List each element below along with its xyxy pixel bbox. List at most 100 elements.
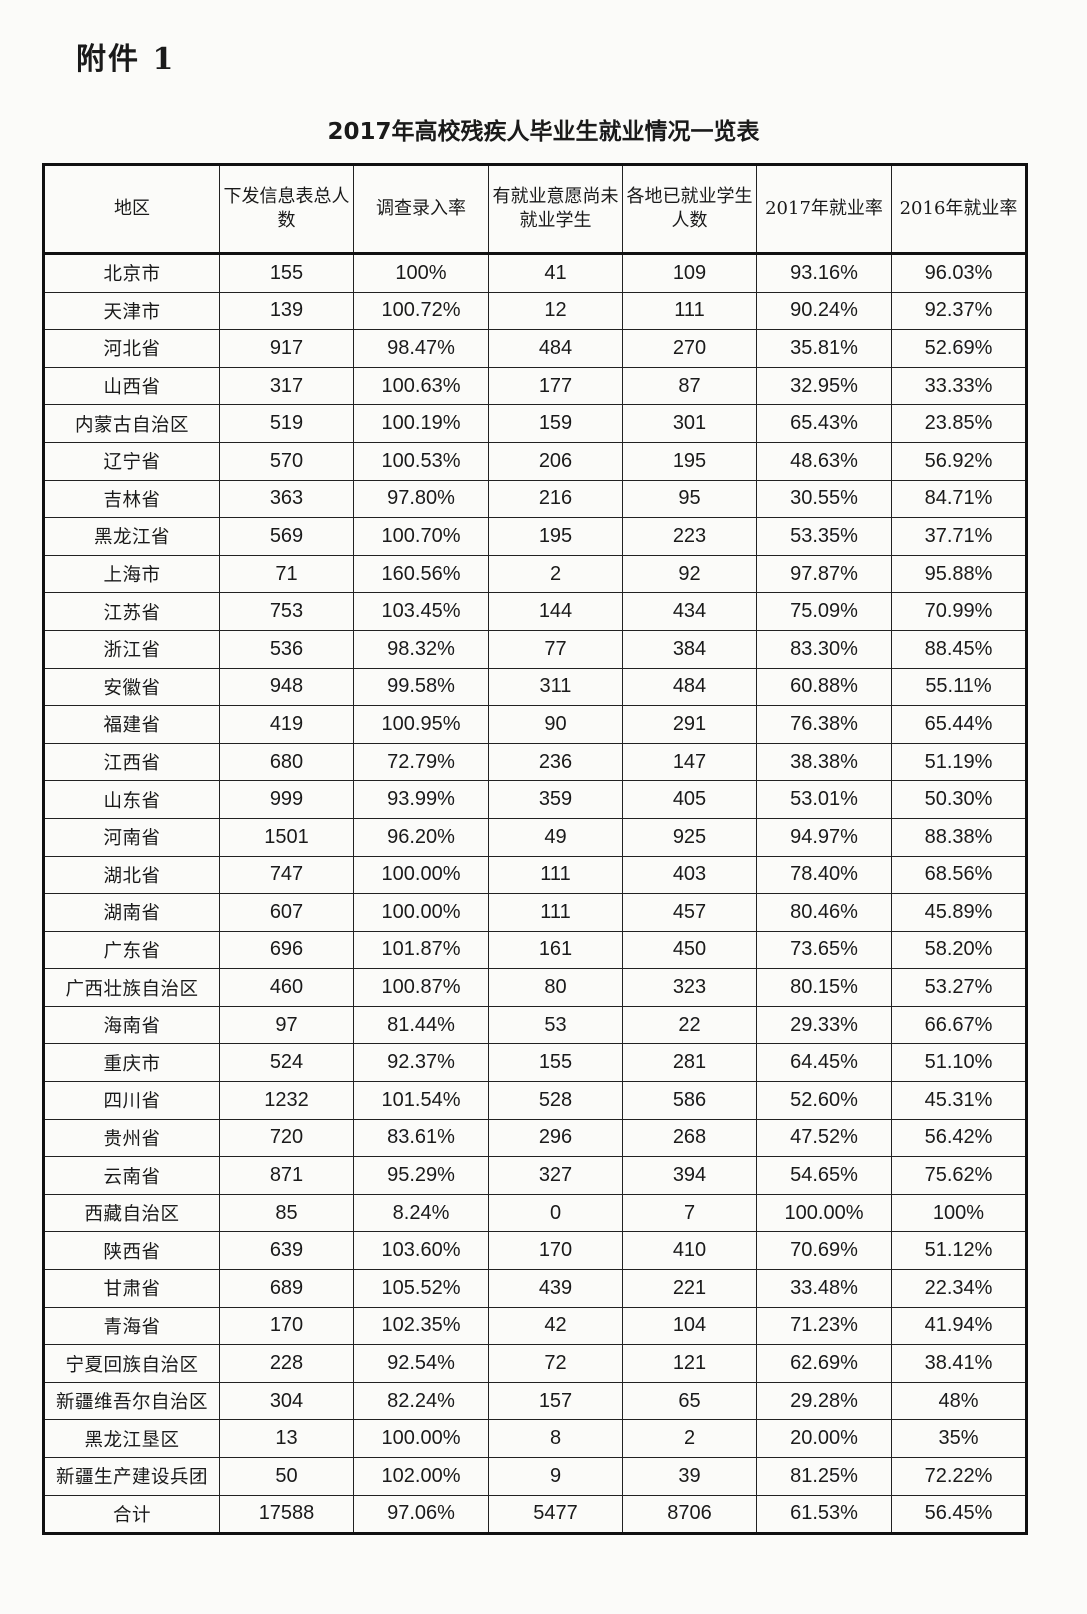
cell-survey-entry-rate: 100%	[353, 253, 489, 293]
cell-unemployed-willing: 5477	[488, 1494, 623, 1535]
cell-region: 内蒙古自治区	[43, 404, 220, 443]
cell-rate-2016: 72.22%	[891, 1457, 1027, 1496]
cell-employed-count: 87	[622, 366, 757, 406]
cell-unemployed-willing: 484	[488, 329, 623, 368]
cell-rate-2017: 83.30%	[756, 629, 892, 669]
header-row: 地区 下发信息表总人数 调查录入率 有就业意愿尚未就业学生 各地已就业学生人数 2017年…	[43, 164, 1027, 254]
cell-employed-count: 484	[622, 667, 757, 707]
cell-distributed-total: 139	[219, 291, 354, 331]
cell-distributed-total: 747	[219, 855, 354, 895]
cell-rate-2017: 93.16%	[756, 253, 892, 293]
table-row: 甘肃省 689 105.52% 439 221 33.48% 22.34%	[43, 1269, 1027, 1308]
cell-unemployed-willing: 53	[488, 1005, 623, 1045]
cell-employed-count: 410	[622, 1231, 757, 1271]
employment-table: 地区 下发信息表总人数 调查录入率 有就业意愿尚未就业学生 各地已就业学生人数 2017年…	[42, 163, 1028, 1536]
cell-rate-2017: 20.00%	[756, 1419, 892, 1458]
cell-rate-2016: 70.99%	[891, 592, 1027, 631]
cell-rate-2016: 92.37%	[891, 291, 1027, 331]
cell-distributed-total: 753	[219, 592, 354, 631]
cell-distributed-total: 71	[219, 554, 354, 594]
cell-region: 云南省	[43, 1156, 220, 1195]
cell-employed-count: 65	[622, 1381, 757, 1421]
cell-region: 四川省	[43, 1081, 220, 1120]
cell-region: 江西省	[43, 742, 220, 782]
cell-rate-2016: 50.30%	[891, 780, 1027, 819]
cell-rate-2017: 78.40%	[756, 855, 892, 895]
cell-unemployed-willing: 359	[488, 780, 623, 819]
cell-employed-count: 109	[622, 253, 757, 293]
cell-employed-count: 323	[622, 968, 757, 1007]
cell-rate-2017: 75.09%	[756, 592, 892, 631]
cell-rate-2016: 88.45%	[891, 629, 1027, 669]
column-header-survey-entry-rate: 调查录入率	[353, 164, 489, 254]
column-header-rate-2016: 2016年就业率	[891, 164, 1027, 254]
cell-region: 湖北省	[43, 855, 220, 895]
cell-rate-2016: 58.20%	[891, 930, 1027, 970]
cell-rate-2017: 100.00%	[756, 1193, 892, 1233]
cell-survey-entry-rate: 100.00%	[353, 893, 489, 932]
cell-rate-2016: 55.11%	[891, 667, 1027, 707]
cell-survey-entry-rate: 101.54%	[353, 1081, 489, 1120]
cell-rate-2016: 56.42%	[891, 1118, 1027, 1158]
cell-unemployed-willing: 49	[488, 817, 623, 857]
cell-unemployed-willing: 159	[488, 404, 623, 443]
cell-rate-2016: 51.10%	[891, 1043, 1027, 1083]
table-row: 黑龙江垦区 13 100.00% 8 2 20.00% 35%	[43, 1419, 1027, 1458]
cell-region: 广西壮族自治区	[43, 968, 220, 1007]
cell-survey-entry-rate: 101.87%	[353, 930, 489, 970]
cell-unemployed-willing: 170	[488, 1231, 623, 1271]
cell-distributed-total: 519	[219, 404, 354, 443]
cell-unemployed-willing: 206	[488, 441, 623, 481]
table-row: 辽宁省 570 100.53% 206 195 48.63% 56.92%	[43, 441, 1027, 481]
cell-rate-2017: 62.69%	[756, 1344, 892, 1383]
cell-rate-2016: 65.44%	[891, 705, 1027, 744]
cell-rate-2017: 30.55%	[756, 479, 892, 519]
cell-survey-entry-rate: 93.99%	[353, 780, 489, 819]
cell-employed-count: 270	[622, 329, 757, 368]
cell-survey-entry-rate: 160.56%	[353, 554, 489, 594]
cell-rate-2017: 52.60%	[756, 1081, 892, 1120]
cell-survey-entry-rate: 105.52%	[353, 1269, 489, 1308]
cell-distributed-total: 1232	[219, 1081, 354, 1120]
cell-employed-count: 291	[622, 705, 757, 744]
cell-survey-entry-rate: 92.54%	[353, 1344, 489, 1383]
cell-survey-entry-rate: 100.95%	[353, 705, 489, 744]
cell-unemployed-willing: 80	[488, 968, 623, 1007]
cell-distributed-total: 170	[219, 1306, 354, 1346]
cell-employed-count: 195	[622, 441, 757, 481]
cell-rate-2017: 73.65%	[756, 930, 892, 970]
cell-rate-2016: 96.03%	[891, 253, 1027, 293]
cell-region: 甘肃省	[43, 1269, 220, 1308]
cell-rate-2017: 81.25%	[756, 1457, 892, 1496]
cell-rate-2017: 47.52%	[756, 1118, 892, 1158]
cell-employed-count: 22	[622, 1005, 757, 1045]
cell-unemployed-willing: 195	[488, 517, 623, 556]
cell-survey-entry-rate: 97.80%	[353, 479, 489, 519]
table-row: 江苏省 753 103.45% 144 434 75.09% 70.99%	[43, 592, 1027, 631]
cell-rate-2016: 45.89%	[891, 893, 1027, 932]
cell-distributed-total: 13	[219, 1419, 354, 1458]
cell-distributed-total: 228	[219, 1344, 354, 1383]
table-body: 北京市 155 100% 41 109 93.16% 96.03% 天津市 139 100.72%…	[43, 253, 1027, 1535]
cell-survey-entry-rate: 100.72%	[353, 291, 489, 331]
cell-employed-count: 457	[622, 893, 757, 932]
cell-survey-entry-rate: 8.24%	[353, 1193, 489, 1233]
cell-unemployed-willing: 90	[488, 705, 623, 744]
table-row: 新疆生产建设兵团 50 102.00% 9 39 81.25% 72.22%	[43, 1457, 1027, 1496]
cell-rate-2016: 75.62%	[891, 1156, 1027, 1195]
table-title: 2017年高校残疾人毕业生就业情况一览表	[327, 119, 760, 145]
cell-unemployed-willing: 528	[488, 1081, 623, 1120]
cell-employed-count: 403	[622, 855, 757, 895]
table-row: 北京市 155 100% 41 109 93.16% 96.03%	[43, 253, 1027, 293]
cell-employed-count: 104	[622, 1306, 757, 1346]
column-header-employed-count: 各地已就业学生人数	[622, 164, 757, 254]
cell-survey-entry-rate: 83.61%	[353, 1118, 489, 1158]
cell-unemployed-willing: 439	[488, 1269, 623, 1308]
cell-region: 吉林省	[43, 479, 220, 519]
table-row: 广西壮族自治区 460 100.87% 80 323 80.15% 53.27%	[43, 968, 1027, 1007]
cell-distributed-total: 363	[219, 479, 354, 519]
cell-employed-count: 39	[622, 1457, 757, 1496]
table-row: 新疆维吾尔自治区 304 82.24% 157 65 29.28% 48%	[43, 1381, 1027, 1421]
cell-distributed-total: 999	[219, 780, 354, 819]
cell-region: 黑龙江省	[43, 517, 220, 556]
